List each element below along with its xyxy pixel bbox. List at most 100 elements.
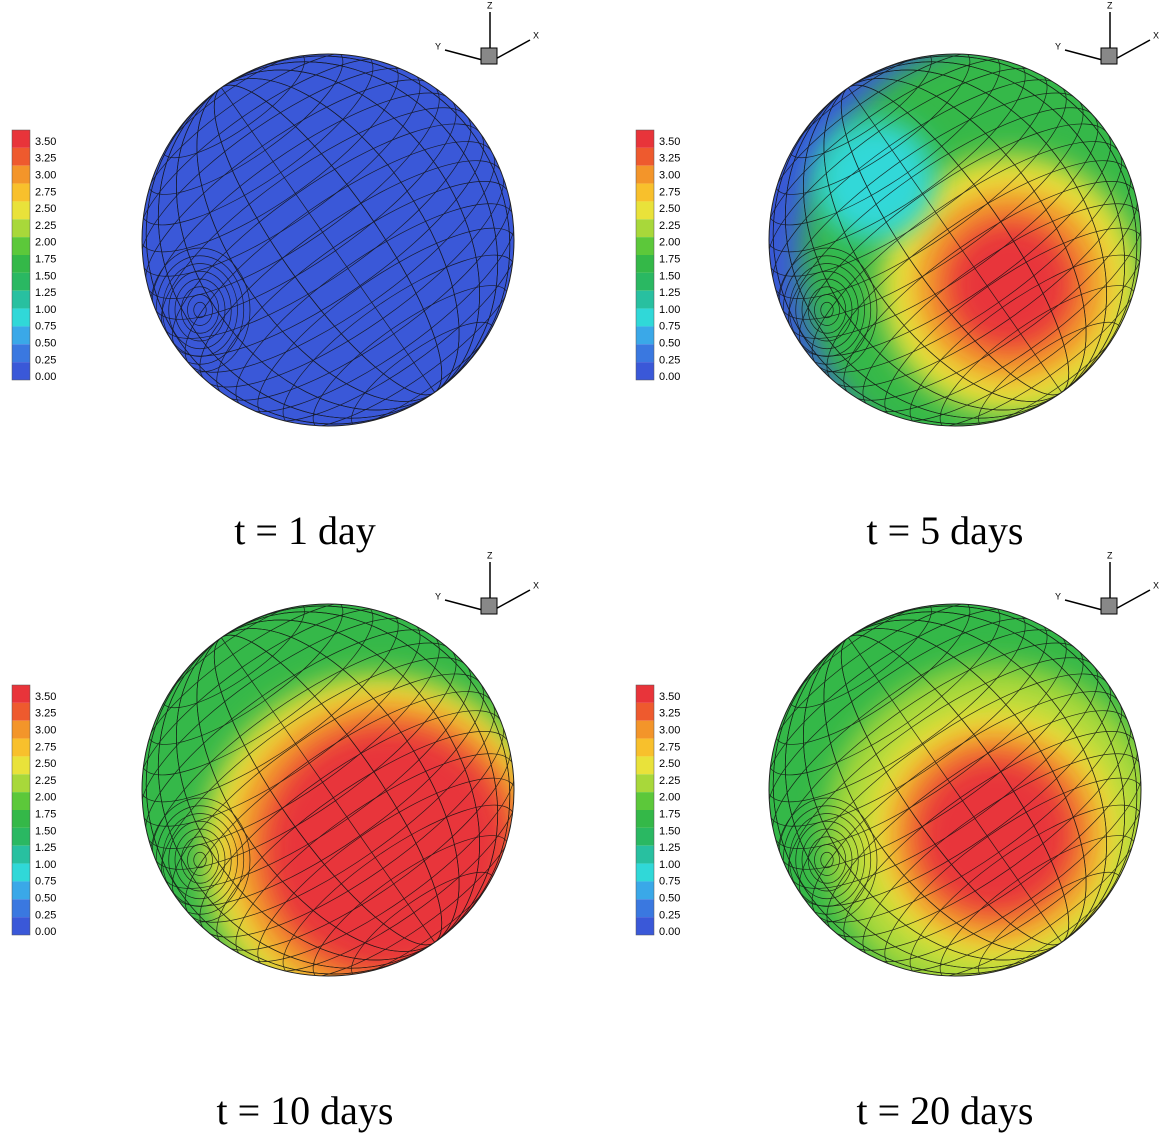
- colorbar-band: [12, 828, 30, 846]
- colorbar-label: 2.00: [35, 792, 56, 804]
- panel: 3.503.253.002.752.502.252.001.751.501.25…: [12, 0, 582, 553]
- colorbar-label: 0.25: [35, 354, 56, 366]
- colorbar-band: [12, 721, 30, 739]
- colorbar-band: [636, 739, 654, 757]
- axis-label: X: [533, 30, 539, 40]
- colorbar-band: [12, 685, 30, 703]
- colorbar-label: 1.75: [35, 809, 56, 821]
- caption: t = 5 days: [867, 508, 1024, 553]
- colorbar-band: [636, 881, 654, 899]
- colorbar-band: [636, 864, 654, 882]
- colorbar-label: 1.75: [659, 254, 680, 266]
- colorbar-band: [636, 255, 654, 273]
- colorbar-band: [636, 756, 654, 774]
- colorbar-label: 2.50: [35, 758, 56, 770]
- colorbar-band: [636, 291, 654, 309]
- colorbar-band: [12, 273, 30, 291]
- colorbar-band: [636, 184, 654, 202]
- colorbar-label: 0.00: [35, 926, 56, 938]
- caption: t = 20 days: [857, 1088, 1034, 1133]
- colorbar-band: [636, 237, 654, 255]
- sphere: [74, 0, 582, 495]
- colorbar-label: 0.75: [35, 321, 56, 333]
- axis-triad: [1065, 562, 1150, 614]
- sphere: [74, 535, 608, 1090]
- panel: 3.503.253.002.752.502.252.001.751.501.25…: [636, 0, 1164, 553]
- colorbar-label: 0.50: [35, 893, 56, 905]
- colorbar-label: 1.00: [659, 304, 680, 316]
- colorbar-band: [12, 326, 30, 344]
- colorbar-band: [12, 846, 30, 864]
- colorbar-band: [12, 792, 30, 810]
- colorbar-label: 1.50: [659, 270, 680, 282]
- colorbar-label: 0.00: [35, 371, 56, 383]
- colorbar-label: 2.50: [35, 203, 56, 215]
- colorbar-label: 0.50: [35, 338, 56, 350]
- colorbar-label: 2.75: [35, 741, 56, 753]
- colorbar-label: 3.25: [35, 708, 56, 720]
- colorbar-label: 0.25: [35, 909, 56, 921]
- colorbar-label: 1.50: [35, 270, 56, 282]
- colorbar-label: 3.50: [659, 691, 680, 703]
- sphere: [701, 0, 1164, 495]
- colorbar-band: [636, 344, 654, 362]
- colorbar-label: 1.25: [659, 287, 680, 299]
- colorbar-label: 2.25: [659, 775, 680, 787]
- colorbar-band: [12, 166, 30, 184]
- axis-label: X: [533, 580, 539, 590]
- colorbar-band: [636, 810, 654, 828]
- colorbar-band: [12, 362, 30, 380]
- colorbar-band: [12, 237, 30, 255]
- axis-label: Y: [1055, 591, 1061, 601]
- panel: 3.503.253.002.752.502.252.001.751.501.25…: [636, 535, 1164, 1133]
- colorbar-band: [636, 362, 654, 380]
- colorbar-band: [12, 864, 30, 882]
- colorbar-label: 2.25: [659, 220, 680, 232]
- colorbar-label: 1.75: [35, 254, 56, 266]
- colorbar-band: [12, 219, 30, 237]
- colorbar-label: 1.00: [35, 304, 56, 316]
- caption: t = 10 days: [217, 1088, 394, 1133]
- colorbar-label: 0.50: [659, 338, 680, 350]
- colorbar-label: 0.25: [659, 354, 680, 366]
- colorbar-band: [12, 774, 30, 792]
- colorbar-label: 3.00: [659, 725, 680, 737]
- colorbar-label: 1.75: [659, 809, 680, 821]
- colorbar-band: [12, 881, 30, 899]
- colorbar-band: [636, 685, 654, 703]
- axis-label: Y: [435, 41, 441, 51]
- colorbar-band: [12, 201, 30, 219]
- axis-triad: [445, 12, 530, 64]
- colorbar-label: 2.25: [35, 220, 56, 232]
- colorbar-band: [12, 810, 30, 828]
- colorbar-label: 2.75: [35, 186, 56, 198]
- colorbar-label: 2.75: [659, 186, 680, 198]
- colorbar-label: 1.25: [659, 842, 680, 854]
- figure: 3.50 3.25 3.00 2.75 2.50 2.25 2.00 1.75 1.50 1.25…: [0, 0, 1164, 1134]
- colorbar-label: 2.00: [35, 237, 56, 249]
- colorbar-band: [12, 756, 30, 774]
- colorbar-label: 1.00: [659, 859, 680, 871]
- colorbar-band: [636, 130, 654, 148]
- axis-label: Y: [1055, 41, 1061, 51]
- colorbar-label: 1.00: [35, 859, 56, 871]
- colorbar-label: 3.25: [659, 153, 680, 165]
- axis-label: X: [1153, 30, 1159, 40]
- colorbar-band: [12, 309, 30, 327]
- colorbar-band: [636, 326, 654, 344]
- colorbar-band: [12, 255, 30, 273]
- colorbar-label: 3.25: [35, 153, 56, 165]
- colorbar-band: [12, 899, 30, 917]
- axis-label: Y: [435, 591, 441, 601]
- panel: 3.503.253.002.752.502.252.001.751.501.25…: [12, 535, 608, 1133]
- colorbar-band: [636, 309, 654, 327]
- colorbar-label: 0.25: [659, 909, 680, 921]
- colorbar-band: [12, 344, 30, 362]
- colorbar-band: [636, 774, 654, 792]
- colorbar-band: [636, 917, 654, 935]
- colorbar-label: 0.75: [659, 876, 680, 888]
- colorbar-label: 3.00: [35, 170, 56, 182]
- colorbar-label: 1.25: [35, 287, 56, 299]
- axis-label: Z: [1107, 550, 1113, 560]
- colorbar-label: 2.00: [659, 792, 680, 804]
